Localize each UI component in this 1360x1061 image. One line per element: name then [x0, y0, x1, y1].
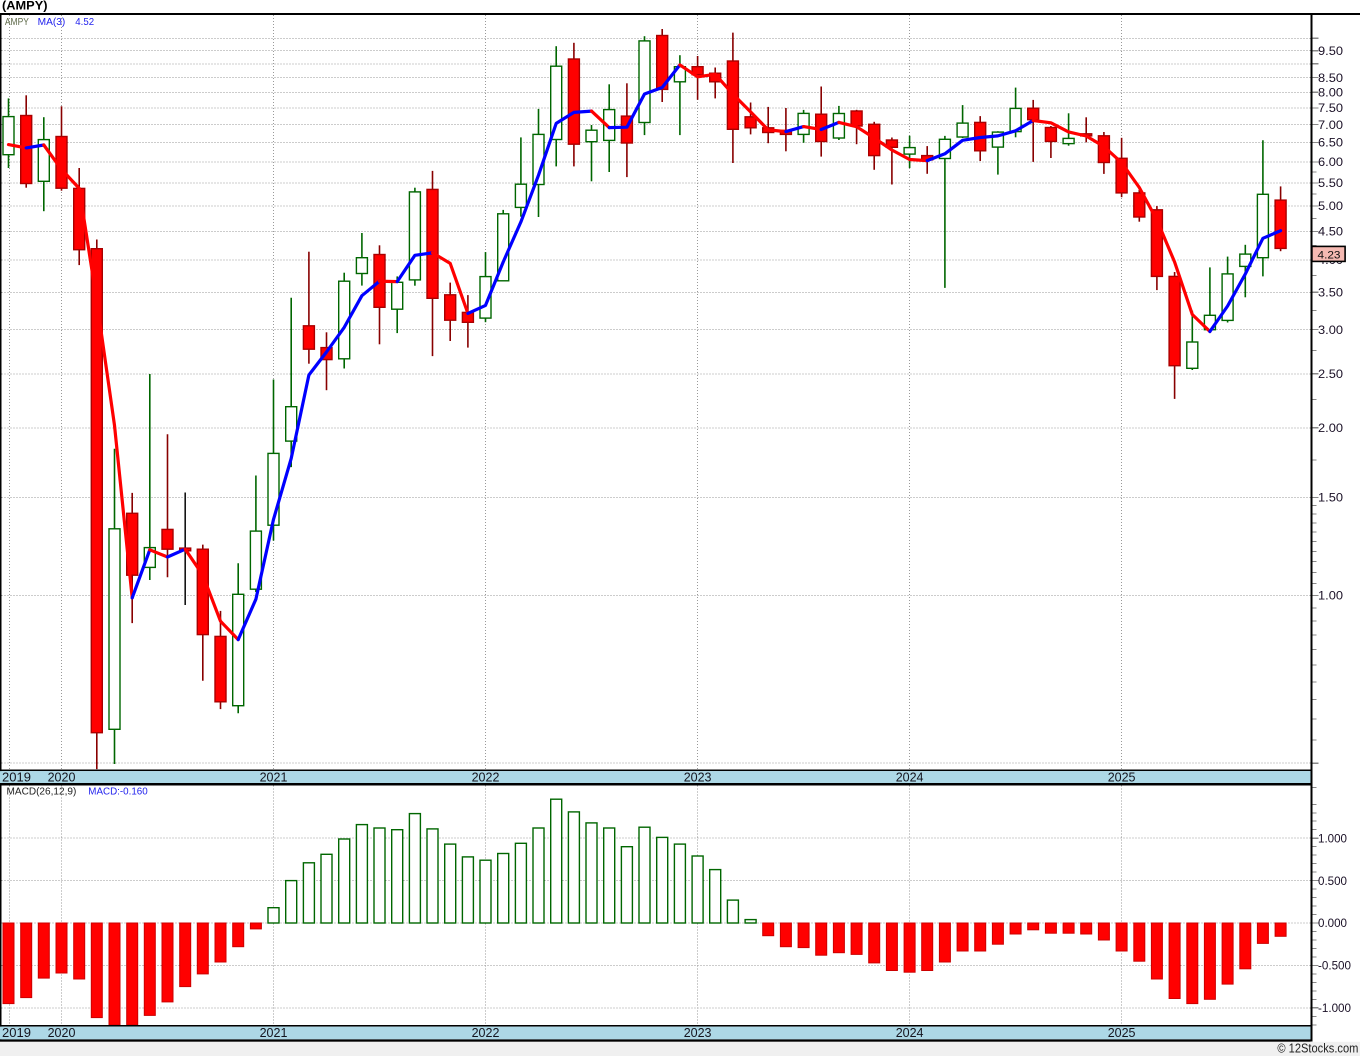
svg-text:2025: 2025	[1108, 1025, 1136, 1040]
svg-text:MA(3): MA(3)	[38, 16, 66, 28]
svg-text:2020: 2020	[48, 1025, 76, 1040]
svg-text:2023: 2023	[684, 1025, 712, 1040]
svg-text:4.23: 4.23	[1318, 249, 1341, 261]
svg-text:8.00: 8.00	[1318, 88, 1343, 100]
svg-text:(AMPY): (AMPY)	[2, 1, 48, 13]
svg-text:2022: 2022	[472, 770, 500, 785]
svg-text:2025: 2025	[1108, 770, 1136, 785]
svg-text:-1.000: -1.000	[1318, 1003, 1351, 1015]
svg-text:1.000: 1.000	[1318, 833, 1347, 845]
svg-text:MACD(26,12,9): MACD(26,12,9)	[7, 787, 77, 798]
svg-text:0.000: 0.000	[1318, 918, 1347, 930]
svg-text:2019: 2019	[2, 770, 31, 785]
svg-text:1.00: 1.00	[1318, 591, 1343, 603]
svg-text:5.00: 5.00	[1318, 201, 1343, 213]
svg-text:1.50: 1.50	[1318, 493, 1343, 505]
svg-text:0.500: 0.500	[1318, 876, 1347, 888]
svg-text:2021: 2021	[260, 1025, 288, 1040]
svg-text:6.00: 6.00	[1318, 157, 1343, 169]
svg-text:2022: 2022	[472, 1025, 500, 1040]
svg-text:MACD:-0.160: MACD:-0.160	[88, 787, 148, 798]
svg-text:8.50: 8.50	[1318, 73, 1343, 85]
svg-text:6.50: 6.50	[1318, 138, 1343, 150]
svg-text:2024: 2024	[896, 770, 924, 785]
svg-text:3.00: 3.00	[1318, 325, 1343, 337]
svg-text:© 12Stocks.com: © 12Stocks.com	[1277, 1042, 1358, 1056]
svg-text:-0.500: -0.500	[1318, 961, 1351, 973]
svg-text:3.50: 3.50	[1318, 288, 1343, 300]
svg-text:2024: 2024	[896, 1025, 924, 1040]
svg-text:2021: 2021	[260, 770, 288, 785]
svg-text:7.50: 7.50	[1318, 103, 1343, 115]
svg-text:2023: 2023	[684, 770, 712, 785]
svg-text:4.52: 4.52	[75, 16, 94, 28]
svg-text:4.50: 4.50	[1318, 227, 1343, 239]
svg-text:7.00: 7.00	[1318, 120, 1343, 132]
svg-text:2.50: 2.50	[1318, 369, 1343, 381]
svg-text:2020: 2020	[48, 770, 76, 785]
svg-text:9.50: 9.50	[1318, 46, 1343, 58]
svg-text:AMPY: AMPY	[5, 16, 29, 28]
svg-text:2019: 2019	[2, 1025, 31, 1040]
svg-text:5.50: 5.50	[1318, 178, 1343, 190]
svg-text:2.00: 2.00	[1318, 423, 1343, 435]
